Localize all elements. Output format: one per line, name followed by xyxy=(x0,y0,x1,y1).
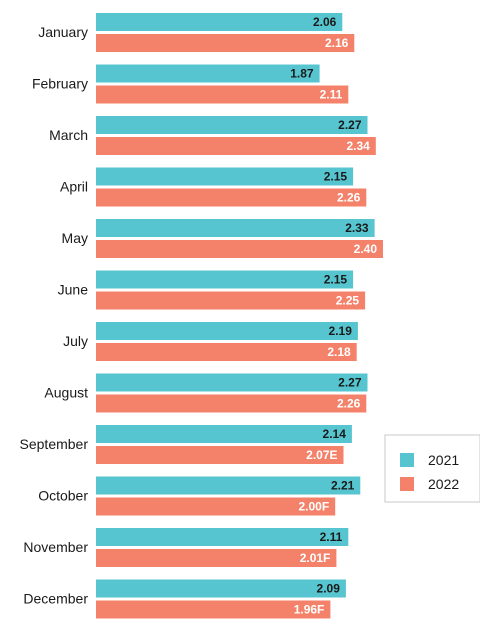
bar-2022 xyxy=(96,85,349,104)
data-label-2021: 2.27 xyxy=(338,118,362,132)
bar-2022 xyxy=(96,600,331,619)
data-label-2021: 1.87 xyxy=(290,67,314,81)
bar-2021 xyxy=(96,373,368,392)
data-label-2022: 2.34 xyxy=(346,139,370,153)
bar-2022 xyxy=(96,549,337,567)
data-label-2022: 2.25 xyxy=(336,294,360,308)
data-label-2022: 2.26 xyxy=(337,191,361,205)
category-label: May xyxy=(62,230,88,246)
bar-2022 xyxy=(96,34,355,52)
bar-2022 xyxy=(96,240,383,258)
data-label-2021: 2.14 xyxy=(323,427,347,441)
bar-2021 xyxy=(96,528,349,546)
bar-2021 xyxy=(96,13,343,31)
data-label-2021: 2.11 xyxy=(320,530,343,544)
bar-2022 xyxy=(96,343,357,361)
category-label: February xyxy=(32,76,88,92)
data-label-2022: 2.26 xyxy=(337,397,361,411)
category-label: April xyxy=(60,179,88,195)
data-label-2022: 2.00F xyxy=(299,500,330,514)
bar-2021 xyxy=(96,167,354,186)
data-label-2022: 1.96F xyxy=(294,603,325,617)
data-label-2021: 2.19 xyxy=(329,324,353,338)
bar-2021 xyxy=(96,64,320,83)
bar-2022 xyxy=(96,291,366,310)
legend-swatch-2022 xyxy=(400,477,414,491)
bar-2022 xyxy=(96,137,376,155)
bar-2021 xyxy=(96,476,361,495)
category-label: December xyxy=(23,591,88,607)
data-label-2021: 2.06 xyxy=(313,15,337,29)
data-label-2021: 2.27 xyxy=(338,376,362,390)
data-label-2021: 2.15 xyxy=(324,170,348,184)
bar-2021 xyxy=(96,322,358,340)
bar-2021 xyxy=(96,425,352,443)
category-label: November xyxy=(23,539,88,555)
bar-2022 xyxy=(96,394,367,413)
category-label: August xyxy=(44,385,88,401)
category-label: March xyxy=(49,127,88,143)
bar-2021 xyxy=(96,579,346,598)
bars: 2.06 2.16 1.87 2.11 2.27 2.34 2.15 2.26 2.33 2.40… xyxy=(96,13,383,619)
bar-2021 xyxy=(96,116,368,134)
data-label-2021: 2.21 xyxy=(331,479,355,493)
bar-2022 xyxy=(96,446,344,464)
category-label: July xyxy=(63,333,88,349)
data-label-2022: 2.18 xyxy=(327,345,351,359)
category-label: September xyxy=(20,436,89,452)
data-label-2022: 2.11 xyxy=(320,88,343,102)
bar-2022 xyxy=(96,497,336,516)
bar-2021 xyxy=(96,219,375,237)
legend-swatch-2021 xyxy=(400,453,414,467)
category-label: October xyxy=(38,488,88,504)
legend-label-2021: 2021 xyxy=(428,452,459,468)
data-label-2021: 2.33 xyxy=(345,221,369,235)
legend-label-2022: 2022 xyxy=(428,476,459,492)
legend: 2021 2022 xyxy=(384,434,480,503)
bar-2022 xyxy=(96,188,367,207)
data-label-2022: 2.07E xyxy=(306,448,337,462)
data-label-2021: 2.15 xyxy=(324,273,348,287)
category-labels: January February March April May June July Augu… xyxy=(20,24,89,607)
bar-2021 xyxy=(96,270,354,289)
legend-box xyxy=(384,434,480,503)
data-label-2022: 2.01F xyxy=(300,551,331,565)
category-label: June xyxy=(58,282,89,298)
data-label-2022: 2.40 xyxy=(354,242,378,256)
data-label-2022: 2.16 xyxy=(325,36,349,50)
data-label-2021: 2.09 xyxy=(317,582,341,596)
category-label: January xyxy=(38,24,88,40)
